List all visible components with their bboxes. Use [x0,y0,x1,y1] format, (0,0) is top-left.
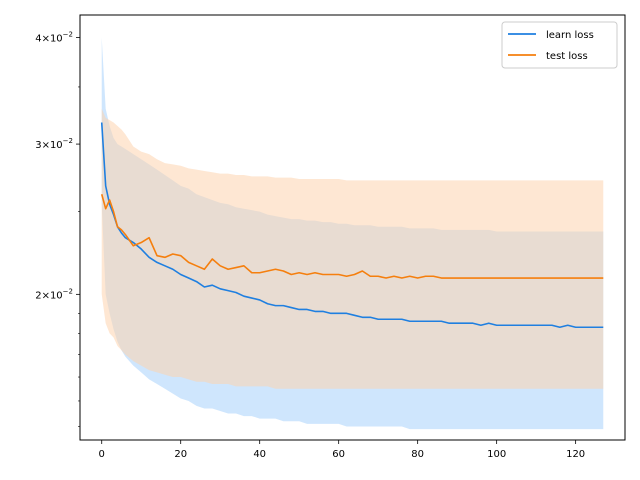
x-axis: 0 20 40 60 80 100 120 [99,440,585,460]
y-tick-label: 3×10−2 [35,137,73,151]
x-tick-label: 120 [566,449,585,460]
legend: learn loss test loss [501,21,618,69]
test-loss-band [101,108,604,389]
y-tick-label: 4×10−2 [35,30,73,44]
x-tick-label: 20 [174,449,187,460]
confidence-bands [101,37,604,430]
test-loss-legend-label: test loss [546,51,588,62]
x-tick-label: 60 [332,449,345,460]
learn-loss-line [100,122,604,329]
y-tick-label: 2×10−2 [35,287,73,301]
x-tick-label: 100 [487,449,506,460]
y-axis: 2×10−2 3×10−2 4×10−2 [35,30,80,427]
learn-loss-legend-label: learn loss [546,30,594,41]
plot-frame [79,14,626,441]
x-tick-label: 80 [411,449,424,460]
test-loss-line [100,194,604,279]
x-tick-label: 40 [253,449,266,460]
x-tick-label: 0 [99,449,105,460]
series-lines [100,122,604,329]
